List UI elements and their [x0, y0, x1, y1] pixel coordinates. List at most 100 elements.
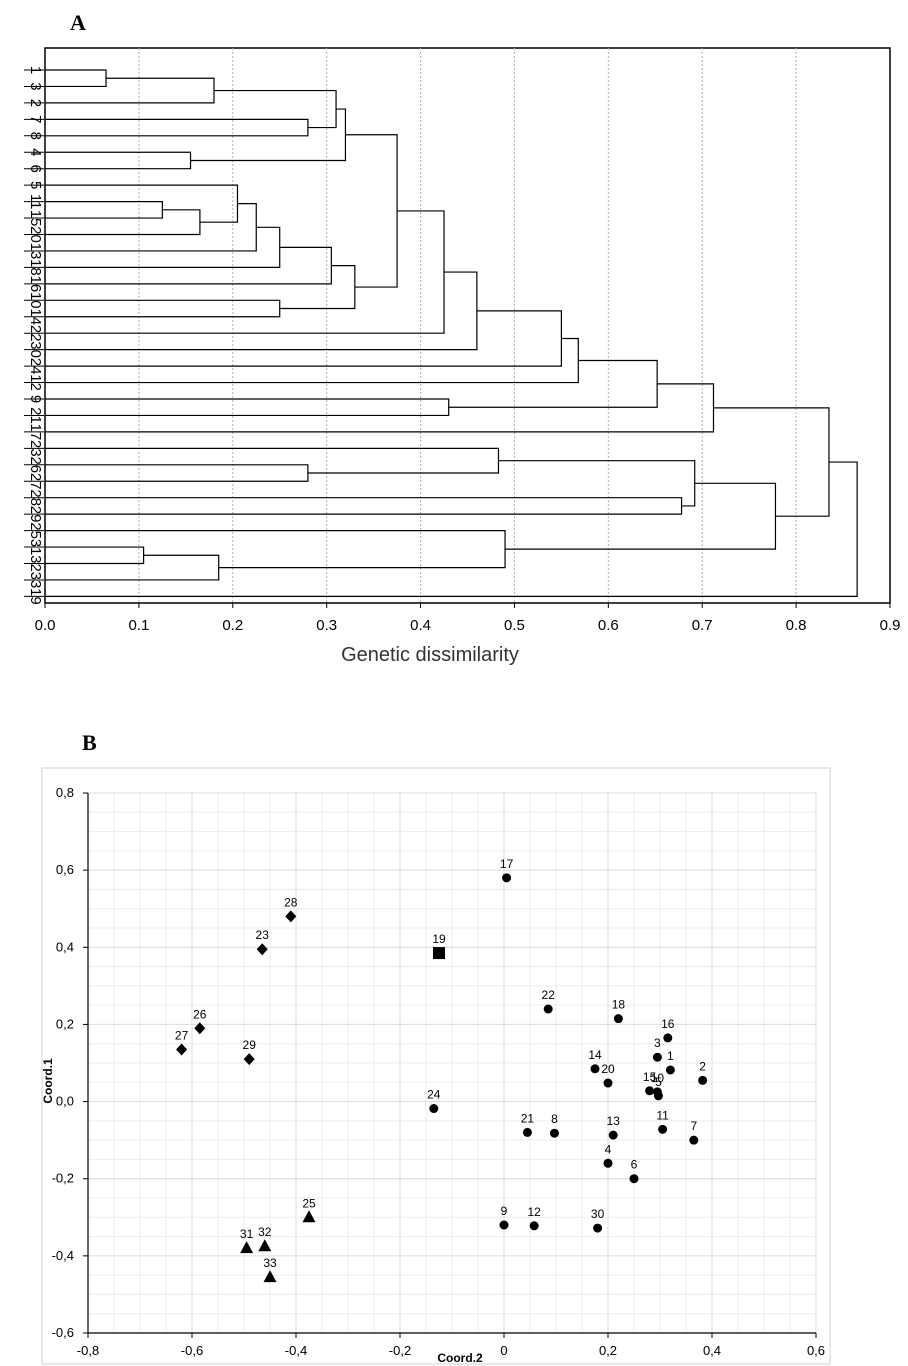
- point-label: 13: [607, 1114, 621, 1128]
- leaf-label: 1: [27, 66, 44, 74]
- data-point-circle: [663, 1033, 673, 1043]
- dendrogram-x-axis-title: Genetic dissimilarity: [341, 644, 519, 666]
- dendrogram-figure: A 13278465111520131816101422302412921172…: [24, 10, 900, 666]
- leaf-label: 7: [27, 115, 44, 123]
- point-label: 9: [501, 1204, 508, 1218]
- x-tick-label: 0,6: [807, 1343, 825, 1358]
- x-tick-label: 0,2: [599, 1343, 617, 1358]
- leaf-label: 14: [27, 308, 44, 325]
- y-tick-label: 0,8: [56, 785, 74, 800]
- leaf-label: 32: [27, 555, 44, 572]
- x-tick-label: 0.8: [786, 617, 807, 634]
- leaf-label: 21: [27, 407, 44, 424]
- point-label: 20: [601, 1062, 615, 1076]
- pcoa-tick-labels: -0,8 -0,6 -0,4 -0,2 0 0,2 0,4 0,6-0,6-0,4-0,20,…: [52, 785, 825, 1358]
- point-label: 25: [302, 1196, 316, 1210]
- x-tick-label: 0.5: [504, 617, 525, 634]
- point-label: 28: [284, 895, 298, 909]
- data-point-circle: [603, 1078, 613, 1088]
- point-label: 30: [591, 1207, 605, 1221]
- point-label: 19: [432, 932, 446, 946]
- dendrogram-branch: [713, 407, 830, 517]
- leaf-label: 28: [27, 489, 44, 506]
- point-label: 31: [240, 1227, 254, 1241]
- y-tick-label: -0,2: [52, 1171, 74, 1186]
- dendrogram-branch: [45, 151, 192, 170]
- data-point-circle: [499, 1220, 509, 1230]
- point-label: 18: [612, 998, 626, 1012]
- dendrogram-branch: [45, 383, 715, 433]
- point-label: 8: [551, 1112, 558, 1126]
- x-tick-label: 0.3: [316, 617, 337, 634]
- x-tick-label: 0.1: [128, 617, 149, 634]
- dendrogram-branch: [45, 118, 309, 137]
- point-label: 24: [427, 1088, 441, 1102]
- point-label: 7: [690, 1119, 697, 1133]
- data-point-circle: [652, 1052, 662, 1062]
- x-tick-label: 0.6: [598, 617, 619, 634]
- dendrogram-branch: [45, 77, 215, 104]
- y-tick-label: 0,4: [56, 939, 74, 954]
- point-label: 29: [243, 1038, 257, 1052]
- point-label: 23: [256, 928, 270, 942]
- point-label: 26: [193, 1007, 207, 1021]
- data-point-circle: [665, 1065, 675, 1075]
- dendrogram-branch: [45, 226, 281, 268]
- x-tick-label: 0: [500, 1343, 507, 1358]
- leaf-label: 10: [27, 292, 44, 309]
- dendrogram-branch: [45, 530, 506, 569]
- leaf-label: 19: [27, 588, 44, 605]
- dendrogram-branch: [45, 69, 107, 88]
- data-point-circle: [590, 1064, 600, 1074]
- data-point-circle: [429, 1104, 439, 1114]
- leaf-label: 33: [27, 572, 44, 589]
- data-point-triangle: [258, 1239, 272, 1252]
- point-label: 5: [655, 1075, 662, 1089]
- y-tick-label: 0,0: [56, 1094, 74, 1109]
- y-tick-label: -0,4: [52, 1248, 74, 1263]
- y-tick-label: 0,6: [56, 862, 74, 877]
- dendrogram-branch: [279, 265, 356, 310]
- data-point-diamond: [256, 943, 268, 956]
- data-point-triangle: [302, 1210, 316, 1223]
- dendrogram-leaf-labels: 1327846511152013181610142230241292117232…: [24, 66, 44, 605]
- dendrogram-branch: [45, 310, 562, 367]
- data-point-square: [433, 947, 445, 960]
- data-point-circle: [543, 1004, 553, 1014]
- data-point-diamond: [243, 1053, 255, 1066]
- leaf-label: 23: [27, 440, 44, 457]
- x-tick-label: 0.2: [222, 617, 243, 634]
- point-label: 17: [500, 857, 514, 871]
- point-label: 14: [588, 1048, 602, 1062]
- point-label: 32: [258, 1225, 272, 1239]
- data-point-circle: [653, 1091, 663, 1101]
- x-tick-label: 0.0: [35, 617, 56, 634]
- leaf-label: 31: [27, 539, 44, 556]
- dendrogram-branch: [190, 108, 347, 162]
- data-point-triangle: [263, 1270, 277, 1283]
- leaf-label: 22: [27, 325, 44, 342]
- point-label: 16: [661, 1017, 675, 1031]
- dendrogram-branch: [45, 447, 500, 474]
- dendrogram-branches: [45, 69, 858, 597]
- pcoa-points: [176, 873, 708, 1283]
- pcoa-axes: [87, 793, 816, 1334]
- data-point-circle: [629, 1174, 639, 1184]
- leaf-label: 8: [27, 132, 44, 140]
- leaf-label: 17: [27, 424, 44, 441]
- dendrogram-branch: [45, 210, 445, 334]
- leaf-label: 4: [27, 148, 44, 156]
- dendrogram-x-tick-labels: 0.0 0.1 0.2 0.3 0.4 0.5 0.6 0.7 0.8 0.9: [35, 603, 900, 634]
- data-point-circle: [689, 1135, 699, 1145]
- leaf-label: 30: [27, 341, 44, 358]
- leaf-label: 3: [27, 82, 44, 90]
- panel-letter-a: A: [70, 10, 86, 35]
- x-tick-label: 0,4: [703, 1343, 721, 1358]
- pcoa-chart-area-border: [41, 767, 831, 1365]
- leaf-label: 26: [27, 456, 44, 473]
- leaf-label: 11: [27, 194, 44, 210]
- dendrogram-branch: [45, 246, 332, 285]
- data-point-circle: [549, 1128, 559, 1138]
- data-point-circle: [529, 1221, 539, 1231]
- dendrogram-branch: [45, 299, 281, 318]
